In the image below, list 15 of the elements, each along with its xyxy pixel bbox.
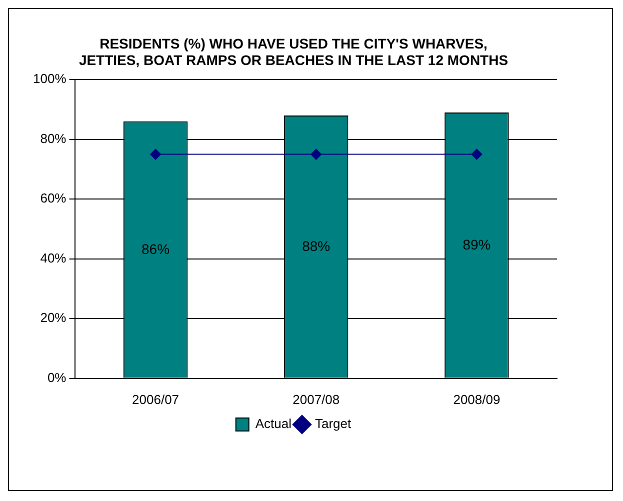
- data-label: 88%: [302, 238, 330, 254]
- data-label: 86%: [142, 240, 170, 257]
- legend-label: Actual: [255, 416, 292, 432]
- y-tick-label: 100%: [33, 71, 67, 86]
- y-tick-label: 80%: [40, 130, 67, 146]
- y-tick-label: 0%: [47, 370, 67, 385]
- chart-title: RESIDENTS (%) WHO HAVE USED THE CITY'S WHARVES, JETTIES, BOAT RAMPS OR BEACHES IN THE LAST 12 MONTHS: [78, 35, 508, 68]
- y-tick-label: 40%: [40, 250, 67, 266]
- y-tick-label: 60%: [40, 190, 67, 206]
- legend-label: Target: [315, 416, 352, 432]
- y-tick-label: 20%: [40, 310, 67, 326]
- x-tick-label: 2007/08: [292, 392, 340, 407]
- x-tick-label: 2006/07: [132, 392, 180, 407]
- x-tick-label: 2008/09: [453, 392, 500, 407]
- data-label: 89%: [462, 236, 491, 252]
